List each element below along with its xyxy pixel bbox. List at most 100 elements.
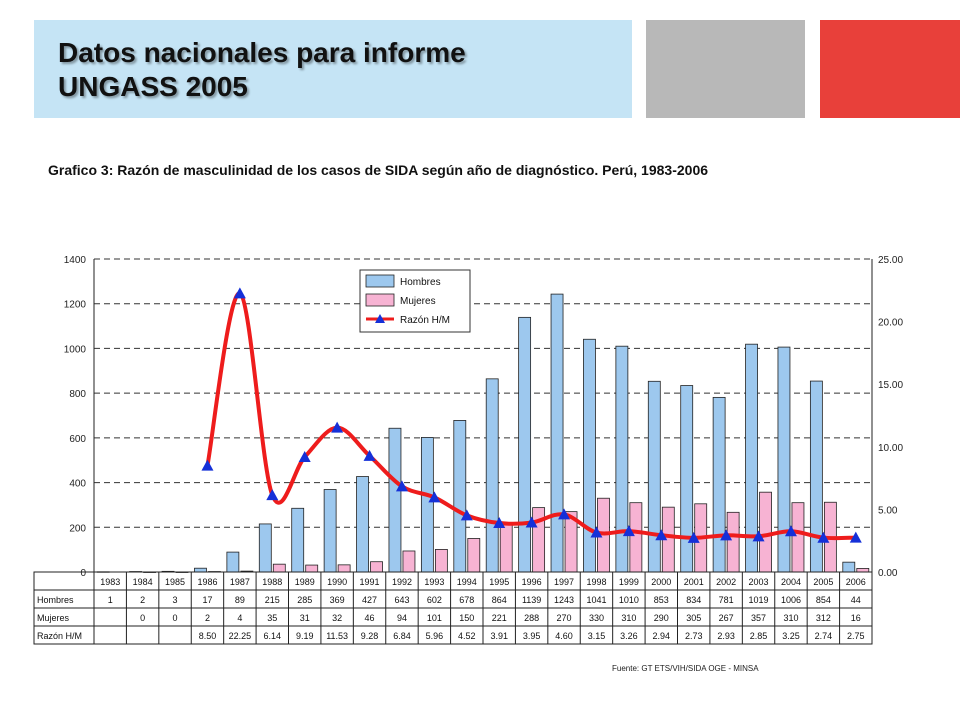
table-cell: 9.28 [361, 631, 379, 641]
ratio-marker [784, 525, 797, 537]
table-cell: 357 [751, 613, 766, 623]
y-right-tick-label: 25.00 [878, 255, 903, 266]
bar-mujeres [467, 538, 481, 573]
table-cell: 215 [265, 595, 280, 605]
x-tick-label: 1993 [424, 577, 444, 587]
legend-swatch-hombres [365, 274, 395, 288]
bar-mujeres [629, 502, 643, 573]
table-cell: 2.93 [717, 631, 735, 641]
table-cell: 290 [654, 613, 669, 623]
source-note: Fuente: GT ETS/VIH/SIDA OGE - MINSA [612, 664, 759, 673]
ratio-marker [817, 531, 830, 543]
ratio-marker [331, 421, 344, 433]
ratio-marker [558, 508, 571, 520]
table-cell: 44 [851, 595, 861, 605]
x-tick-label: 1984 [133, 577, 153, 587]
x-tick-label: 1987 [230, 577, 250, 587]
x-tick-label: 1989 [295, 577, 315, 587]
bar-hombres [518, 316, 532, 573]
table-cell: 4 [237, 613, 242, 623]
y-right-tick-label: 20.00 [878, 318, 903, 329]
chart-caption: Grafico 3: Razón de masculinidad de los … [48, 162, 709, 178]
bar-mujeres [726, 511, 740, 573]
table-cell: 285 [297, 595, 312, 605]
table-row-label: Hombres [37, 595, 74, 605]
bar-mujeres [337, 564, 351, 573]
slide-title-line1: Datos nacionales para informe [58, 37, 466, 68]
ratio-marker [849, 531, 862, 543]
table-cell: 1041 [586, 595, 606, 605]
y-left-tick-label: 800 [69, 389, 86, 400]
x-tick-label: 1997 [554, 577, 574, 587]
ratio-marker [460, 509, 473, 521]
table-cell: 310 [783, 613, 798, 623]
table-cell: 1006 [781, 595, 801, 605]
table-cell: 1243 [554, 595, 574, 605]
ratio-marker [395, 480, 408, 492]
bar-hombres [680, 385, 694, 573]
x-tick-label: 1996 [522, 577, 542, 587]
bar-hombres [323, 489, 337, 573]
table-cell: 288 [524, 613, 539, 623]
table-cell: 8.50 [199, 631, 217, 641]
ratio-marker [655, 529, 668, 541]
bar-hombres [291, 507, 305, 573]
table-cell: 5.96 [426, 631, 444, 641]
table-cell: 17 [202, 595, 212, 605]
table-cell: 643 [394, 595, 409, 605]
legend-label-hombres: Hombres [400, 277, 441, 288]
x-tick-label: 2000 [651, 577, 671, 587]
table-cell: 11.53 [326, 631, 348, 641]
bar-hombres [420, 437, 434, 573]
y-right-tick-label: 15.00 [878, 380, 903, 391]
x-tick-label: 1990 [327, 577, 347, 587]
table-cell: 3.95 [523, 631, 541, 641]
table-cell: 221 [492, 613, 507, 623]
x-tick-label: 1983 [100, 577, 120, 587]
ratio-marker [428, 491, 441, 503]
table-cell: 4.60 [555, 631, 573, 641]
y-right-tick-label: 0.00 [878, 568, 898, 579]
table-row-label: Mujeres [37, 613, 70, 623]
x-tick-label: 1998 [586, 577, 606, 587]
table-cell: 1 [108, 595, 113, 605]
table-cell: 305 [686, 613, 701, 623]
bar-mujeres [370, 561, 383, 573]
table-cell: 330 [589, 613, 604, 623]
ratio-marker [752, 530, 765, 542]
x-tick-label: 2002 [716, 577, 736, 587]
legend-label-ratio: Razón H/M [400, 315, 450, 326]
table-cell: 310 [621, 613, 636, 623]
table-row-label: Razón H/M [37, 631, 82, 641]
y-left-tick-label: 1400 [64, 255, 87, 266]
table-cell: 270 [557, 613, 572, 623]
x-tick-label: 1992 [392, 577, 412, 587]
bar-hombres [388, 427, 402, 573]
table-cell: 854 [816, 595, 831, 605]
table-cell: 678 [459, 595, 474, 605]
y-right-tick-label: 10.00 [878, 443, 903, 454]
table-cell: 2 [140, 595, 145, 605]
bar-hombres [550, 293, 564, 573]
ratio-marker [266, 489, 279, 501]
table-cell: 864 [492, 595, 507, 605]
table-cell: 1139 [522, 595, 541, 605]
bar-hombres [453, 420, 467, 573]
table-cell: 1010 [619, 595, 639, 605]
bar-hombres [777, 346, 791, 573]
table-cell: 2 [205, 613, 210, 623]
slide-title: Datos nacionales para informe UNGASS 200… [58, 36, 466, 104]
ratio-marker [363, 449, 376, 461]
y-left-tick-label: 1200 [64, 300, 87, 311]
bar-mujeres [402, 550, 416, 573]
x-tick-label: 2001 [684, 577, 704, 587]
bar-hombres [809, 380, 823, 573]
table-cell: 267 [719, 613, 734, 623]
table-cell: 46 [365, 613, 375, 623]
x-tick-label: 2006 [846, 577, 866, 587]
bar-hombres [712, 396, 726, 573]
x-tick-label: 2004 [781, 577, 801, 587]
ratio-marker [720, 529, 733, 541]
legend-swatch-mujeres [365, 293, 395, 307]
ratio-marker [233, 287, 246, 299]
